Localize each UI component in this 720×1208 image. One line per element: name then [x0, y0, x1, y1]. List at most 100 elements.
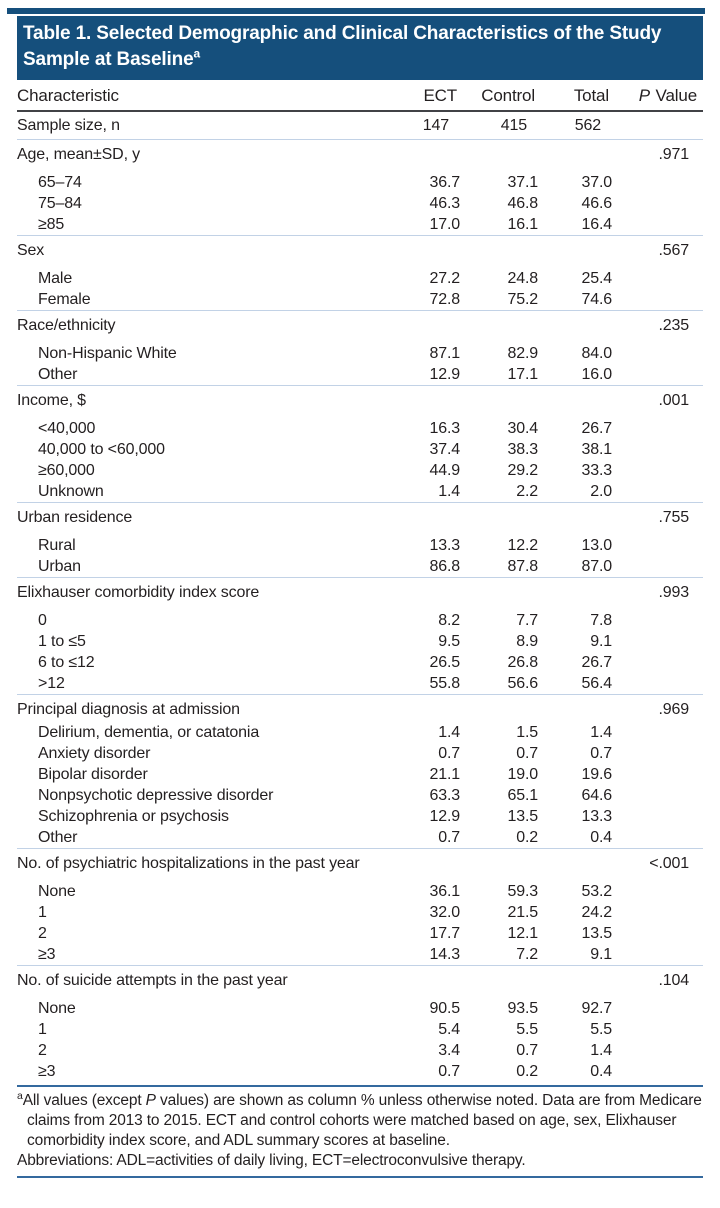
characteristic-row: Female 72.8 75.2 74.6 [17, 289, 703, 311]
value-cell [391, 577, 463, 605]
p-empty-cell [615, 631, 703, 652]
p-value-cell: <.001 [615, 848, 703, 876]
characteristic-row: 75–84 46.3 46.8 46.6 [17, 193, 703, 214]
value-cell: 26.7 [581, 654, 612, 671]
section-row: No. of suicide attempts in the past year… [17, 965, 703, 993]
p-empty-cell [615, 481, 703, 503]
section-row: Principal diagnosis at admission .969 [17, 694, 703, 722]
value-cell: 87.1 [429, 345, 460, 362]
p-value-cell [615, 111, 703, 140]
value-cell: 8.9 [516, 633, 538, 650]
p-value-cell: .104 [615, 965, 703, 993]
footnote-block: aAll values (except P values) are shown … [17, 1091, 703, 1171]
row-label: Non-Hispanic White [38, 345, 177, 362]
characteristic-row: <40,000 16.3 30.4 26.7 [17, 413, 703, 439]
p-empty-cell [615, 605, 703, 631]
value-cell: 0.2 [516, 1063, 538, 1080]
value-cell: 37.4 [429, 441, 460, 458]
value-cell: 0.7 [590, 745, 612, 762]
p-empty-cell [615, 764, 703, 785]
value-cell: 86.8 [429, 558, 460, 575]
value-cell [391, 848, 463, 876]
p-empty-cell [615, 944, 703, 966]
p-empty-cell [615, 806, 703, 827]
value-cell: 13.5 [581, 925, 612, 942]
value-cell [391, 502, 463, 530]
bottom-rule [17, 1176, 703, 1178]
value-cell [541, 235, 615, 263]
p-value-cell: .993 [615, 577, 703, 605]
value-cell [391, 139, 463, 167]
value-cell: 415 [500, 117, 527, 134]
value-cell: 13.3 [581, 808, 612, 825]
characteristic-row: 2 17.7 12.1 13.5 [17, 923, 703, 944]
row-label: Elixhauser comorbidity index score [17, 577, 391, 605]
value-cell [463, 385, 541, 413]
value-cell: 16.3 [429, 420, 460, 437]
value-cell [391, 965, 463, 993]
value-cell: 12.2 [507, 537, 538, 554]
p-empty-cell [615, 263, 703, 289]
value-cell: 59.3 [507, 883, 538, 900]
value-cell: 56.4 [581, 675, 612, 692]
value-cell: 21.1 [429, 766, 460, 783]
p-empty-cell [615, 923, 703, 944]
value-cell: 0.7 [516, 1042, 538, 1059]
top-rule [7, 8, 705, 14]
row-label: ≥60,000 [38, 462, 95, 479]
column-header-row: Characteristic ECT Control Total P Value [17, 80, 703, 112]
col-header-characteristic: Characteristic [17, 80, 391, 112]
value-cell: 65.1 [507, 787, 538, 804]
p-empty-cell [615, 413, 703, 439]
p-empty-cell [615, 530, 703, 556]
value-cell [391, 385, 463, 413]
col-header-control: Control [463, 80, 541, 112]
row-label: Sample size, n [17, 117, 120, 134]
value-cell: 29.2 [507, 462, 538, 479]
row-label: 1 [38, 1021, 47, 1038]
p-empty-cell [615, 827, 703, 849]
characteristic-row: >12 55.8 56.6 56.4 [17, 673, 703, 695]
value-cell [463, 577, 541, 605]
value-cell: 5.4 [438, 1021, 460, 1038]
value-cell: 75.2 [507, 291, 538, 308]
characteristic-row: 1 32.0 21.5 24.2 [17, 902, 703, 923]
value-cell [463, 965, 541, 993]
value-cell: 36.1 [429, 883, 460, 900]
characteristic-row: 65–74 36.7 37.1 37.0 [17, 167, 703, 193]
value-cell: 87.0 [581, 558, 612, 575]
title-footnote-marker: a [193, 46, 201, 61]
value-cell: 2.2 [516, 483, 538, 500]
value-cell: 24.8 [507, 270, 538, 287]
row-label: No. of psychiatric hospitalizations in t… [17, 848, 391, 876]
row-label: Delirium, dementia, or catatonia [38, 724, 260, 741]
value-cell: 84.0 [581, 345, 612, 362]
value-cell: 90.5 [429, 1000, 460, 1017]
value-cell: 12.9 [429, 808, 460, 825]
value-cell: 147 [422, 117, 449, 134]
value-cell [463, 235, 541, 263]
p-empty-cell [615, 214, 703, 236]
characteristic-row: Anxiety disorder 0.7 0.7 0.7 [17, 743, 703, 764]
value-cell: 0.7 [438, 829, 460, 846]
value-cell: 93.5 [507, 1000, 538, 1017]
row-label: None [38, 883, 76, 900]
value-cell: 5.5 [590, 1021, 612, 1038]
value-cell: 1.4 [438, 724, 460, 741]
row-label: Female [38, 291, 91, 308]
value-cell: 63.3 [429, 787, 460, 804]
value-cell [541, 310, 615, 338]
p-empty-cell [615, 1019, 703, 1040]
row-label: 6 to ≤12 [38, 654, 95, 671]
p-value-cell: .971 [615, 139, 703, 167]
value-cell: 9.5 [438, 633, 460, 650]
row-label: Nonpsychotic depressive disorder [38, 787, 274, 804]
value-cell: 72.8 [429, 291, 460, 308]
footnote-post: values) are shown as column % unless oth… [27, 1092, 702, 1149]
col-header-total: Total [541, 80, 615, 112]
value-cell: 26.8 [507, 654, 538, 671]
row-label: 1 [38, 904, 47, 921]
row-label: 1 to ≤5 [38, 633, 86, 650]
row-label: 75–84 [38, 195, 82, 212]
value-cell: 56.6 [507, 675, 538, 692]
